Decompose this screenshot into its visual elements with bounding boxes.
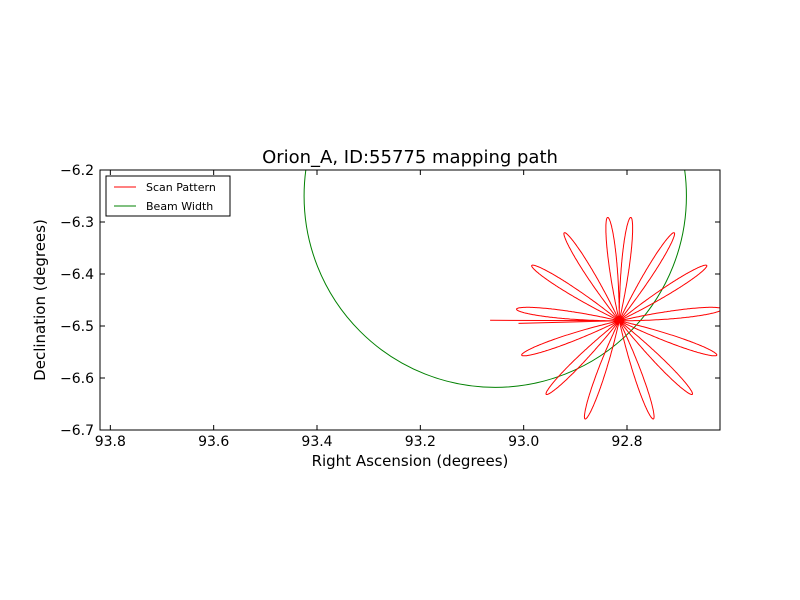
x-tick-label: 93.8 [95,434,126,450]
y-tick-label: −6.3 [60,215,94,231]
chart-title: Orion_A, ID:55775 mapping path [262,147,558,168]
y-tick-label: −6.4 [60,267,94,283]
x-tick-label: 92.8 [611,434,642,450]
beam-width-circle [303,170,687,388]
plot-frame [99,169,721,431]
x-tick-label: 93.2 [405,434,436,450]
legend: Scan Pattern Beam Width [105,175,231,217]
x-tick-label: 93.4 [301,434,332,450]
y-axis-label: Declination (degrees) [31,219,49,381]
scan-pattern-path [490,217,720,420]
x-tick-label: 93.6 [198,434,229,450]
legend-label-beam-width: Beam Width [146,200,213,213]
legend-box [105,175,231,217]
x-tick-label: 93.0 [508,434,539,450]
y-tick-label: −6.6 [60,371,94,387]
legend-label-scan-pattern: Scan Pattern [146,181,216,194]
x-axis-label: Right Ascension (degrees) [312,452,509,470]
y-tick-label: −6.5 [60,319,94,335]
y-tick-label: −6.2 [60,163,94,179]
y-tick-label: −6.7 [60,423,94,439]
